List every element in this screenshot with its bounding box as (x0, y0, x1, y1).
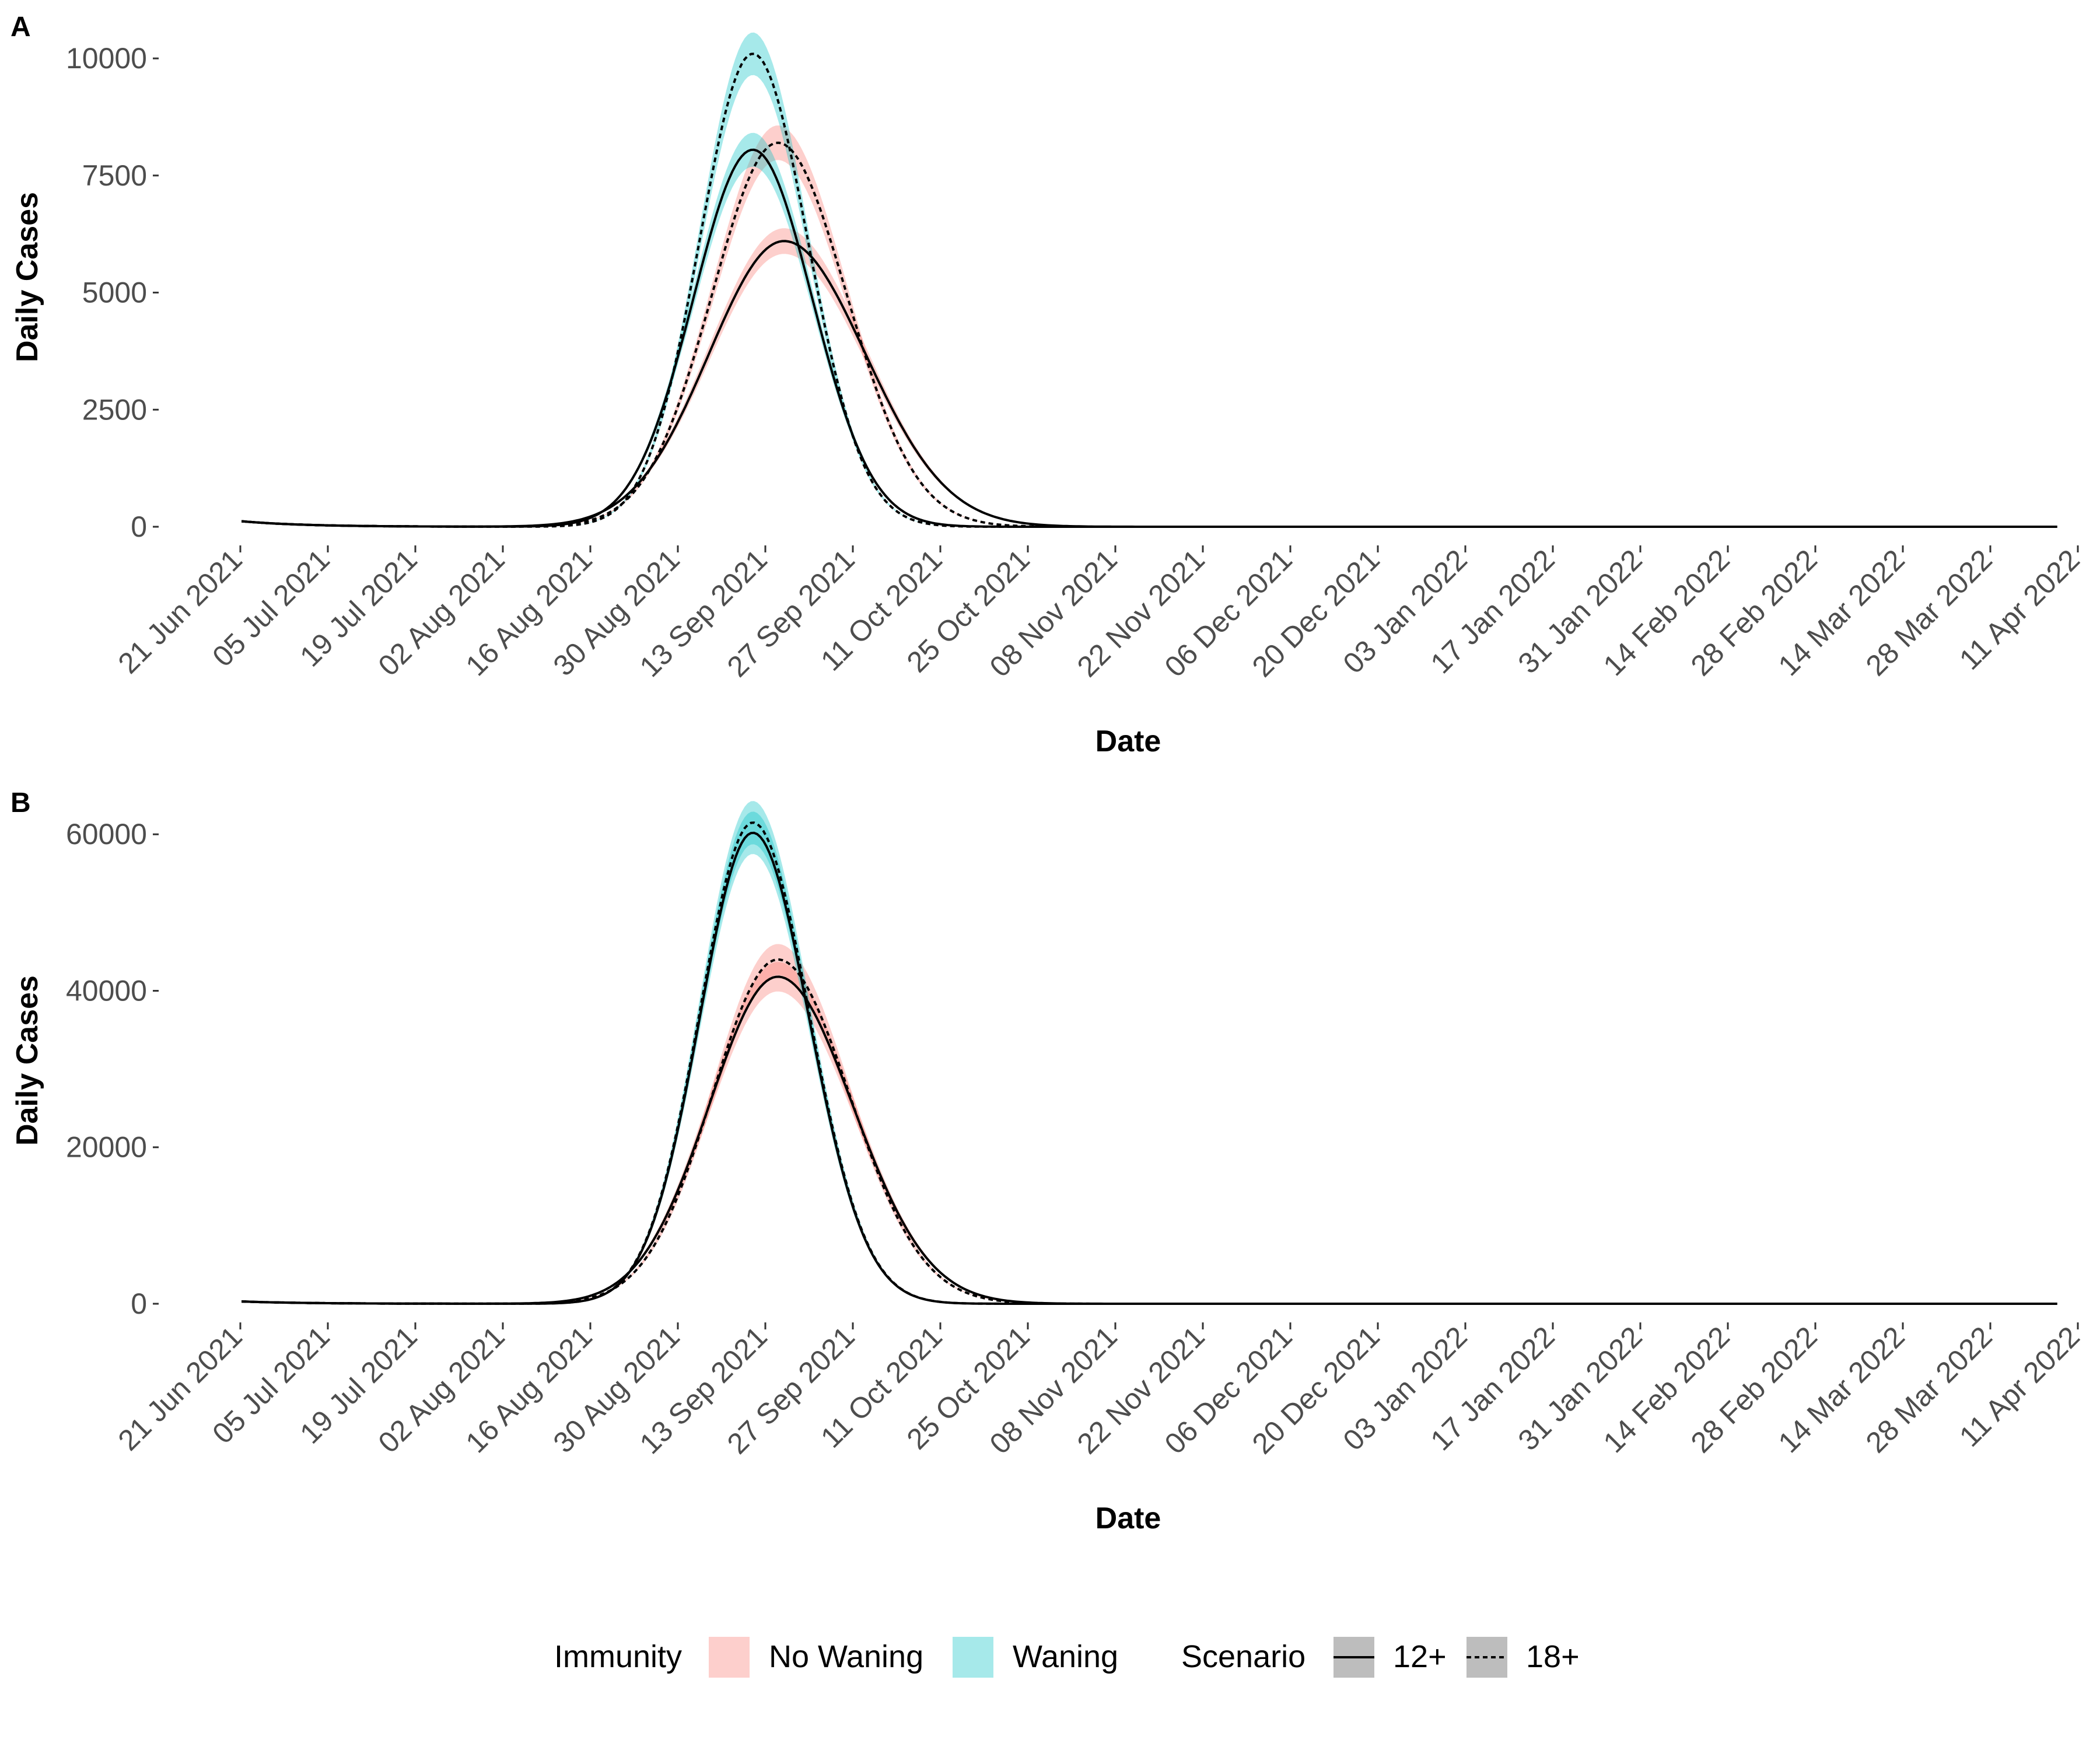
legend-waning-swatch (953, 1637, 993, 1678)
panel-b-y-tick-label: 40000 (66, 974, 147, 1007)
panel-a-ribbon-no-waning-18plus (242, 125, 2057, 527)
panel-a-y-tick-label: 2500 (82, 393, 147, 426)
panel-b-y-tick-label: 0 (131, 1287, 147, 1320)
legend-no-waning-swatch (709, 1637, 750, 1678)
legend-scenario-title: Scenario (1181, 1639, 1306, 1674)
panel-a-tag: A (10, 12, 31, 43)
legend-18plus-label: 18+ (1526, 1639, 1580, 1674)
panel-a-y-tick-label: 0 (131, 510, 147, 543)
panel-a-ribbon-waning-18plus (242, 32, 2057, 527)
panel-b-y-tick-label: 60000 (66, 818, 147, 850)
panel-a-y-axis-title: Daily Cases (10, 192, 44, 362)
panel-a-plot-area (241, 32, 2057, 528)
panel-b-ribbon-waning-12plus (242, 811, 2057, 1304)
legend-12plus-label: 12+ (1393, 1639, 1447, 1674)
panel-b-plot-area (242, 801, 2057, 1305)
panel-b-x-axis-title: Date (1096, 1502, 1161, 1535)
legend: Immunity No Waning Waning Scenario 12+ 1… (554, 1637, 1580, 1678)
panel-a-ribbon-no-waning-12plus (242, 228, 2057, 527)
panel-b-ribbon-waning-18plus (242, 801, 2057, 1304)
panel-a-line-no-waning-12plus (241, 240, 2057, 528)
panel-b-line-waning-12plus (242, 831, 2057, 1305)
panel-b-y-axis: 0 20000 40000 60000 (66, 818, 159, 1320)
panel-a-lines (241, 52, 2057, 528)
panel-a-line-waning-18plus (241, 52, 2057, 528)
panel-a-y-tick-label: 10000 (66, 42, 147, 75)
legend-waning-label: Waning (1013, 1639, 1118, 1674)
panel-b-line-waning-18plus (242, 821, 2057, 1305)
panel-a-y-axis: 0 2500 5000 7500 10000 (66, 42, 159, 543)
panel-b-y-axis-title: Daily Cases (10, 975, 44, 1146)
panel-b-line-no-waning-18plus (242, 958, 2057, 1305)
panel-a-ribbons (242, 32, 2057, 527)
panel-b-ribbons (242, 801, 2057, 1304)
legend-immunity-title: Immunity (554, 1639, 682, 1674)
legend-no-waning-label: No Waning (769, 1639, 923, 1674)
panel-b-ribbon-no-waning-18plus (242, 944, 2057, 1304)
panel-b-tag: B (10, 788, 31, 818)
panel-a-line-waning-12plus (241, 148, 2057, 528)
panel-b-lines (242, 821, 2057, 1305)
panel-a-line-no-waning-18plus (241, 141, 2057, 528)
panel-b-ribbon-no-waning-12plus (242, 962, 2057, 1304)
panel-b-line-no-waning-12plus (242, 975, 2057, 1305)
panel-a-y-tick-label: 5000 (82, 276, 147, 309)
panel-b-y-tick-label: 20000 (66, 1131, 147, 1164)
panel-a-y-tick-label: 7500 (82, 159, 147, 192)
panel-a-x-axis-title: Date (1096, 724, 1161, 758)
panel-a-ribbon-waning-12plus (242, 132, 2057, 527)
